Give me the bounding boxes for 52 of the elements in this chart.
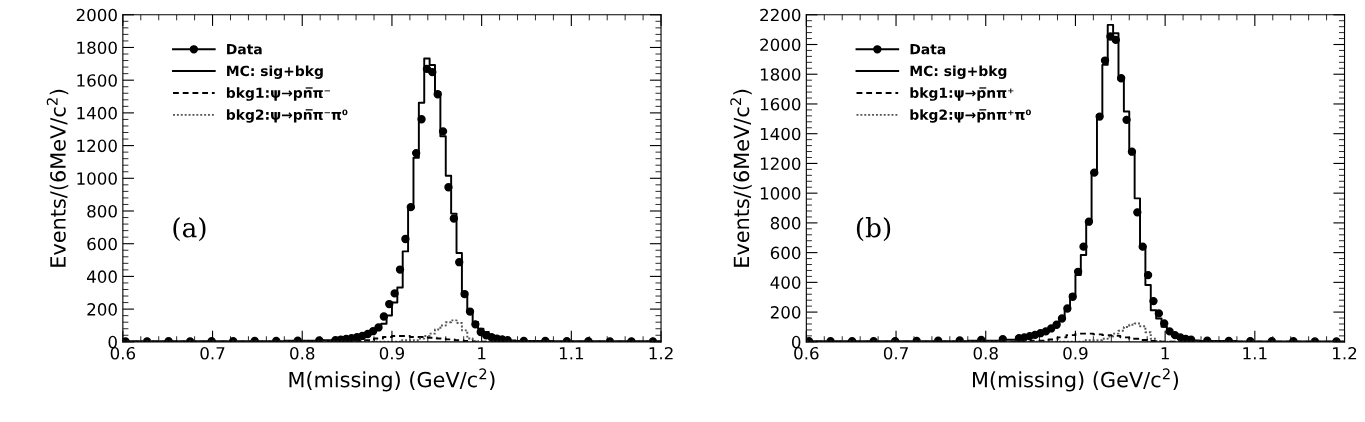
y-tick-label: 2000 xyxy=(760,38,801,52)
y-tick-label: 1000 xyxy=(77,172,117,185)
x-tick-label: 0.9 xyxy=(379,346,405,360)
x-tick-label: 0.6 xyxy=(110,346,136,360)
y-tick-label: 800 xyxy=(770,216,801,230)
annotation: (a) xyxy=(173,217,206,242)
y-tick-label: 1600 xyxy=(760,97,801,111)
y-tick-label: 400 xyxy=(770,276,801,289)
x-tick-label: 0.7 xyxy=(883,346,908,360)
point xyxy=(1111,35,1120,45)
y-tick-label: 1400 xyxy=(760,127,801,141)
legend-label: bkg1:ψ→p̅nπ⁺ xyxy=(910,87,1014,101)
y-tick-label: 1000 xyxy=(760,187,801,200)
legend-label: MC: sig+bkg xyxy=(227,65,323,79)
y-tick-label: 400 xyxy=(86,270,117,283)
y-tick-label: 1200 xyxy=(760,157,801,170)
y-tick-label: 1200 xyxy=(77,139,117,153)
x-tick-label: 0.6 xyxy=(794,346,819,360)
x-tick-label: 1.1 xyxy=(1243,347,1267,360)
y-tick-label: 0 xyxy=(108,335,117,349)
x-tick-label: 0.9 xyxy=(1063,346,1088,360)
x-tick-label: 0.8 xyxy=(290,346,315,360)
y-tick-label: 800 xyxy=(87,204,117,218)
y-tick-label: 600 xyxy=(87,237,117,251)
x-tick-label: 1 xyxy=(478,347,486,360)
legend-label: bkg2:ψ→pn̅π⁻π⁰ xyxy=(226,109,348,123)
y-tick-label: 600 xyxy=(770,246,801,260)
y-tick-label: 0 xyxy=(791,335,801,349)
y-tick-label: 200 xyxy=(87,303,117,316)
x-tick-label: 1.1 xyxy=(559,347,584,360)
y-axis-title: Events/(6MeV/c$^{2}$) xyxy=(730,89,752,267)
x-tick-label: 0.8 xyxy=(973,346,998,360)
annotation: (b) xyxy=(856,217,891,242)
x-tick-label: 1.2 xyxy=(1333,346,1357,360)
x-axis-title: M(missing) (GeV/c$^{2}$) xyxy=(973,368,1179,392)
x-tick-label: 0.7 xyxy=(200,346,225,360)
y-tick-label: 2200 xyxy=(760,8,801,22)
y-tick-label: 200 xyxy=(770,306,801,319)
legend-label: Data xyxy=(910,44,946,55)
legend-label: Data xyxy=(227,44,262,55)
y-tick-label: 2000 xyxy=(76,8,117,22)
legend-label: MC: sig+bkg xyxy=(910,65,1007,79)
legend-label: bkg1:ψ→pn̅π⁻ xyxy=(226,87,331,101)
y-tick-label: 1600 xyxy=(77,74,117,87)
y-axis-title: Events/(6MeV/c$^{2}$) xyxy=(46,89,69,267)
y-tick-label: 1800 xyxy=(760,68,801,81)
x-tick-label: 1.2 xyxy=(649,346,673,360)
x-tick-label: 1 xyxy=(1161,347,1169,360)
legend-label: bkg2:ψ→p̅nπ⁺π⁰ xyxy=(910,109,1031,123)
y-tick-label: 1800 xyxy=(77,41,117,55)
x-axis-title: M(missing) (GeV/c$^{2}$) xyxy=(289,368,495,392)
y-tick-label: 1400 xyxy=(77,106,117,120)
